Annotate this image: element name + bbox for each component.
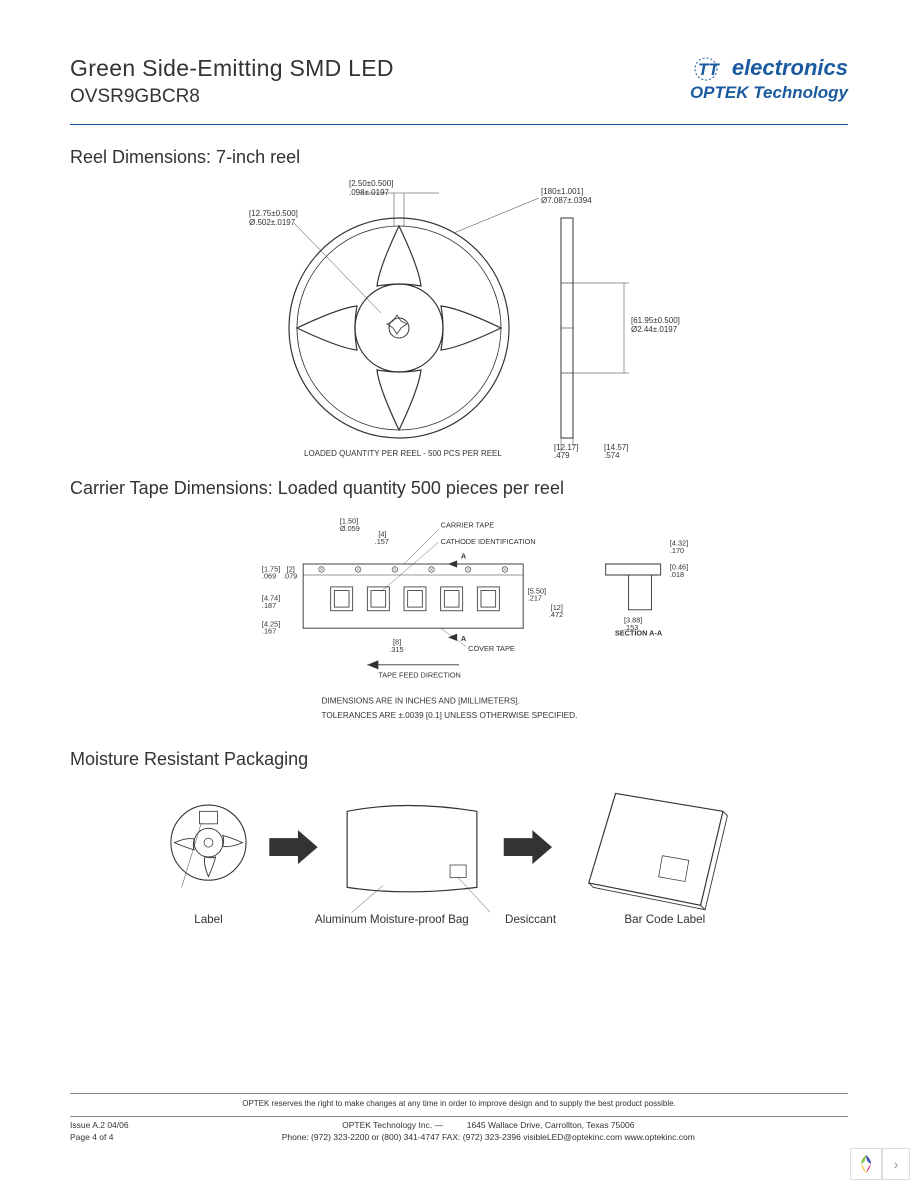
contact: Phone: (972) 323-2200 or (800) 341-4747 … (282, 1132, 695, 1142)
header-divider (70, 124, 848, 125)
brand-logo: TT electronics (690, 55, 848, 81)
pack-label4: Bar Code Label (624, 913, 705, 926)
dim2-d10: [4.32].170 (670, 539, 688, 555)
company: OPTEK Technology Inc. — (342, 1120, 443, 1130)
svg-text:TT: TT (698, 60, 720, 79)
dim2-d2: [4].157 (375, 530, 389, 546)
page-footer: OPTEK reserves the right to make changes… (70, 1093, 848, 1144)
carrier-label: CARRIER TAPE (441, 520, 495, 529)
header-right: TT electronics OPTEK Technology (690, 55, 848, 103)
dim-d1: [2.50±0.500].098±.0197 (349, 179, 393, 197)
a-bot: A (461, 634, 467, 643)
reel-svg: [180±1.001]Ø7.087±.0394 [2.50±0.500].098… (209, 178, 709, 458)
tape-diagram: SECTION A-A CARRIER TAPE CATHODE IDENTIF… (70, 509, 848, 729)
disclaimer: OPTEK reserves the right to make changes… (70, 1099, 848, 1108)
note2: TOLERANCES ARE ±.0039 [0.1] UNLESS OTHER… (322, 711, 578, 720)
dim2-d9: [12].472 (549, 603, 563, 619)
dim2-d1: [1.50]Ø.059 (340, 517, 360, 533)
address: 1645 Wallace Drive, Carrollton, Texas 75… (467, 1120, 635, 1130)
page-num: Page 4 of 4 (70, 1132, 129, 1144)
pack-label2: Aluminum Moisture-proof Bag (315, 913, 469, 926)
dim-d6: [14.57].574 (604, 443, 628, 458)
header-left: Green Side-Emitting SMD LED OVSR9GBCR8 (70, 55, 690, 108)
note1: DIMENSIONS ARE IN INCHES AND [MILLIMETER… (322, 696, 521, 705)
packaging-diagram: Label Aluminum Moisture-proof Bag Desicc… (70, 780, 848, 950)
section-label: SECTION A-A (615, 629, 663, 638)
section2-title: Carrier Tape Dimensions: Loaded quantity… (70, 478, 848, 499)
cathode-label: CATHODE IDENTIFICATION (441, 537, 536, 546)
pack-label1: Label (194, 913, 222, 926)
tt-logo-icon: TT (692, 57, 732, 81)
a-top: A (461, 552, 467, 561)
part-number: OVSR9GBCR8 (70, 86, 690, 108)
pack-svg: Label Aluminum Moisture-proof Bag Desicc… (109, 780, 809, 950)
dim2-d3: [1.75].069 (262, 564, 280, 580)
viewer-logo-icon[interactable] (850, 1148, 882, 1180)
title-main: Green Side-Emitting SMD LED (70, 55, 690, 82)
reel-note: LOADED QUANTITY PER REEL - 500 PCS PER R… (304, 449, 502, 458)
dim2-d4: [2].079 (283, 564, 297, 580)
page-header: Green Side-Emitting SMD LED OVSR9GBCR8 T… (70, 55, 848, 108)
issue: Issue A.2 04/06 (70, 1120, 129, 1132)
dim-d2: [12.75±0.500]Ø.502±.0197 (249, 209, 298, 227)
brand-text: electronics (732, 55, 848, 80)
dim-d4: [61.95±0.500]Ø2.44±.0197 (631, 316, 680, 334)
feed-label: TAPE FEED DIRECTION (378, 671, 461, 680)
cover-label: COVER TAPE (468, 644, 515, 653)
dim-d5: [12.17].479 (554, 443, 578, 458)
dim2-d8: [5.50].217 (528, 586, 546, 602)
section3-title: Moisture Resistant Packaging (70, 749, 848, 770)
section1-title: Reel Dimensions: 7-inch reel (70, 147, 848, 168)
dim-d3: [180±1.001]Ø7.087±.0394 (541, 187, 592, 205)
footer-left: Issue A.2 04/06 Page 4 of 4 (70, 1120, 129, 1144)
footer-center: OPTEK Technology Inc. — 1645 Wallace Dri… (129, 1120, 848, 1144)
pack-label3: Desiccant (505, 913, 557, 926)
dim2-d7: [8].315 (389, 638, 403, 654)
dim2-d11: [0.46].018 (670, 563, 688, 579)
dim2-d6: [4.25].167 (262, 619, 280, 635)
viewer-widget: › (850, 1148, 910, 1180)
dim2-d5: [4.74].187 (262, 594, 280, 610)
reel-diagram: [180±1.001]Ø7.087±.0394 [2.50±0.500].098… (70, 178, 848, 458)
brand-subtext: OPTEK Technology (690, 83, 848, 103)
tape-svg: SECTION A-A CARRIER TAPE CATHODE IDENTIF… (179, 509, 739, 729)
next-page-button[interactable]: › (882, 1148, 910, 1180)
